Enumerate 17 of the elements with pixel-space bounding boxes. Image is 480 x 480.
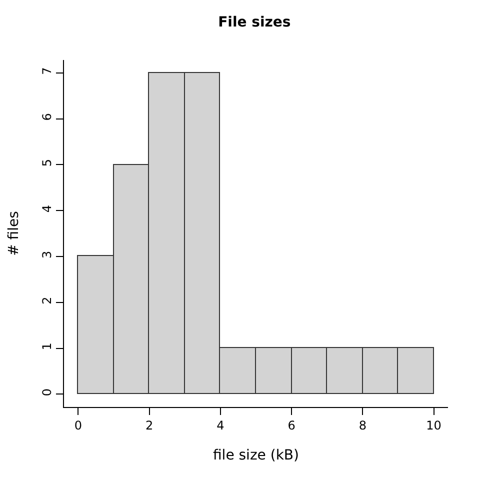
y-tick-label: 6 bbox=[40, 113, 54, 121]
x-axis-title: file size (kB) bbox=[212, 448, 300, 464]
y-tick-label: 5 bbox=[40, 159, 54, 167]
y-axis-title: # files bbox=[6, 211, 22, 256]
x-tick-label: 10 bbox=[426, 418, 442, 432]
y-tick-label: 3 bbox=[40, 250, 54, 258]
x-tick-label: 4 bbox=[216, 418, 224, 432]
y-tick-label: 0 bbox=[40, 388, 54, 396]
x-tick-label: 2 bbox=[146, 418, 154, 432]
chart-title: File sizes bbox=[218, 14, 291, 30]
x-tick-label: 8 bbox=[358, 418, 366, 432]
y-tick-label: 1 bbox=[40, 342, 54, 350]
y-tick-label: 4 bbox=[40, 204, 54, 213]
x-tick-label: 6 bbox=[288, 418, 296, 432]
x-tick-label: 0 bbox=[74, 418, 82, 432]
y-tick-label: 7 bbox=[40, 67, 54, 75]
y-tick-label: 2 bbox=[40, 296, 54, 304]
